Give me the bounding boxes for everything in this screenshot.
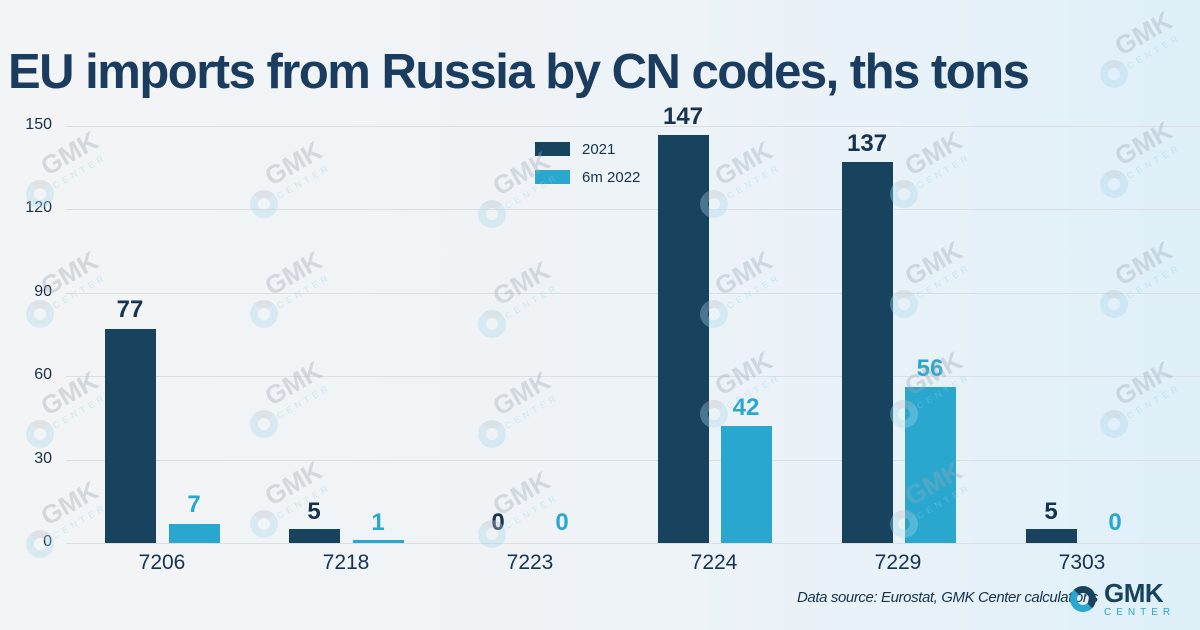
- value-label-2021-7303: 5: [1044, 498, 1058, 525]
- value-label-2021-7224: 147: [662, 103, 704, 130]
- x-tick-7303: 7303: [1058, 551, 1106, 574]
- bar-2022-7218: [353, 540, 404, 543]
- legend-item-6m-2022: 6m 2022: [535, 163, 640, 191]
- x-tick-7218: 7218: [322, 551, 370, 574]
- y-tick-30: 30: [34, 450, 52, 467]
- y-tick-90: 90: [34, 283, 52, 300]
- legend-item-2021: 2021: [535, 135, 640, 163]
- legend-swatch-6m-2022: [535, 170, 570, 184]
- value-label-2021-7223: 0: [491, 509, 505, 536]
- gmk-center-logo: GMK CENTER: [1070, 580, 1175, 618]
- x-tick-7224: 7224: [690, 551, 738, 574]
- logo-sub-text: CENTER: [1104, 607, 1176, 618]
- legend-swatch-2021: [535, 142, 570, 156]
- bar-2022-7224: [721, 426, 772, 543]
- x-tick-7206: 7206: [138, 551, 186, 574]
- gridline-30: [66, 460, 1200, 461]
- value-label-2022-7303: 0: [1108, 509, 1122, 536]
- logo-main-text: GMK: [1104, 578, 1164, 608]
- legend-label-6m-2022: 6m 2022: [582, 168, 641, 186]
- bar-2022-7229: [905, 387, 956, 543]
- gmk-logo-ring-icon: [1070, 586, 1096, 612]
- gridline-0: [66, 543, 1200, 544]
- bar-2021-7224: [658, 135, 709, 543]
- bar-2022-7206: [169, 524, 220, 543]
- gridline-150: [66, 126, 1200, 127]
- value-label-2022-7223: 0: [555, 509, 569, 536]
- bar-2021-7303: [1026, 529, 1077, 543]
- y-tick-0: 0: [43, 533, 52, 550]
- x-tick-7223: 7223: [506, 551, 554, 574]
- x-tick-7229: 7229: [874, 551, 922, 574]
- bar-2021-7229: [842, 162, 893, 543]
- bar-2021-7206: [105, 329, 156, 543]
- y-tick-60: 60: [34, 366, 52, 383]
- y-tick-120: 120: [25, 199, 52, 216]
- value-label-2021-7218: 5: [307, 498, 321, 525]
- value-label-2021-7229: 137: [846, 130, 888, 157]
- y-tick-150: 150: [25, 116, 52, 133]
- gridline-120: [66, 209, 1200, 210]
- chart-legend: 2021 6m 2022: [535, 135, 640, 191]
- data-source-note: Data source: Eurostat, GMK Center calcul…: [797, 589, 1098, 606]
- value-label-2022-7229: 56: [916, 355, 944, 382]
- value-label-2021-7206: 77: [116, 296, 144, 323]
- gridline-90: [66, 293, 1200, 294]
- gridline-60: [66, 376, 1200, 377]
- chart-title: EU imports from Russia by CN codes, ths …: [8, 45, 1030, 99]
- value-label-2022-7206: 7: [187, 491, 201, 518]
- legend-label-2021: 2021: [582, 140, 616, 158]
- value-label-2022-7218: 1: [371, 509, 385, 536]
- value-label-2022-7224: 42: [732, 394, 760, 421]
- bar-2021-7218: [289, 529, 340, 543]
